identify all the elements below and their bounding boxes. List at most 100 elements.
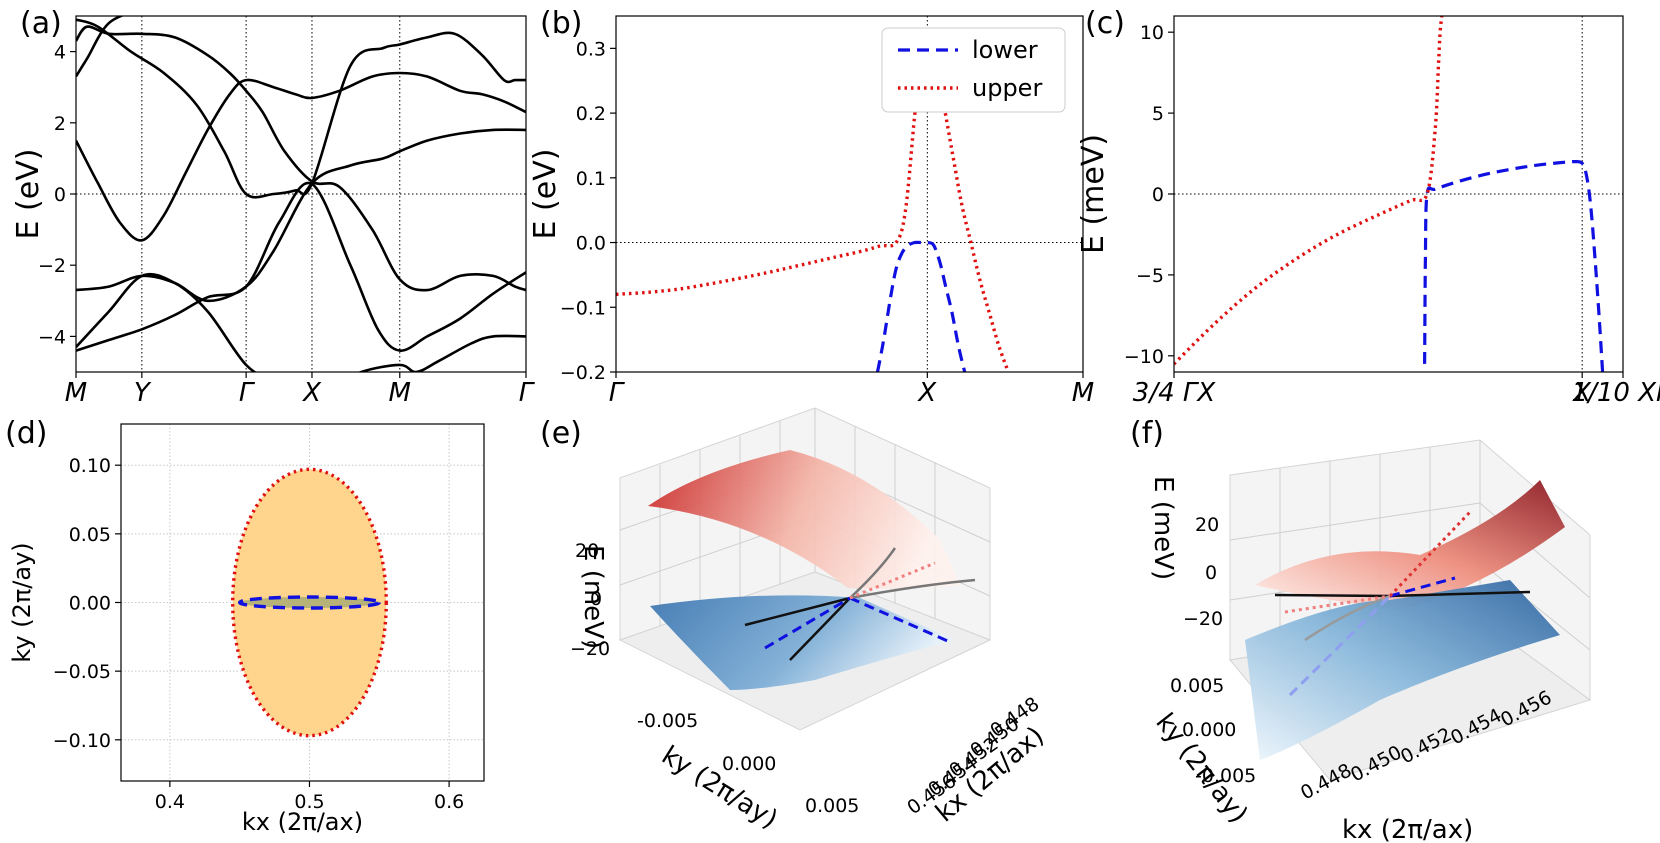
pocket-lower-pocket: [237, 595, 381, 610]
ylabel: E (meV): [1076, 134, 1111, 254]
ztick-f-1: 0: [1205, 562, 1217, 584]
ytick-label: −0.1: [560, 297, 606, 319]
legend-label-lower: lower: [972, 36, 1038, 64]
ytick-label: −0.2: [560, 362, 606, 384]
xtick-label: Γ: [239, 378, 256, 408]
xtick-label: X: [916, 378, 937, 408]
series-group: [76, 16, 526, 372]
surface-lower-f: [1245, 580, 1560, 760]
cut-line-e-7: [849, 561, 936, 600]
ytick-f-2: -0.005: [1195, 765, 1256, 787]
xtick-label: 1/10 XM: [1572, 378, 1660, 408]
cut-line-e-4: [849, 596, 951, 644]
ytick-e-2: 0.005: [805, 795, 859, 817]
cut-line-f-1: [1274, 593, 1391, 598]
series-band-7: [76, 16, 125, 78]
series-band-2: [76, 272, 526, 372]
panel-a: −4 −2 0 2 4 M Y Γ X M Γ E (eV) (a): [11, 6, 536, 408]
ytick-label: −5: [1136, 265, 1164, 287]
ytick-f-0: 0.005: [1170, 675, 1224, 697]
xlabel-f: kx (2π/ax): [1342, 815, 1473, 843]
xtick-label: X: [1571, 378, 1592, 408]
xtick-label: X: [301, 378, 322, 408]
cut-line-e-5: [849, 547, 897, 599]
ztick-f-0: 20: [1195, 514, 1219, 536]
panel-label: (d): [5, 416, 47, 451]
ylabel: E (eV): [528, 149, 563, 240]
panel-label: (c): [1085, 6, 1125, 41]
cut-line-e-3: [764, 596, 851, 650]
legend-label-upper: upper: [972, 74, 1042, 102]
series-upper: [616, 40, 1010, 372]
cut-line-e-1: [744, 596, 851, 627]
ytick-label: −0.10: [53, 730, 111, 752]
cut-line-f-4: [1288, 594, 1392, 697]
cut-line-f-3: [1304, 594, 1391, 642]
ytick-label: −0.05: [53, 661, 111, 683]
axes-frame: [615, 15, 1084, 373]
series-band-4: [76, 71, 526, 242]
ytick-label: 0.2: [576, 103, 606, 125]
ztick-f-2: −20: [1183, 608, 1223, 630]
ytick-label: 10: [1140, 22, 1164, 44]
ytick-label: −2: [38, 255, 66, 277]
xtick-label: M: [65, 378, 87, 408]
panel-d: −0.10 −0.05 0.00 0.05 0.10 0.4 0.5 0.6 kx (2π/ax…: [5, 416, 485, 836]
series-group: [1174, 16, 1605, 372]
ytick-label: 0.00: [69, 593, 111, 615]
ytick-f-1: 0.000: [1182, 719, 1236, 741]
series-lower: [1423, 159, 1605, 372]
ytick-label: 0: [1152, 184, 1164, 206]
panel-label: (a): [20, 6, 62, 41]
ytick-label: −4: [38, 326, 66, 348]
series-lower: [875, 240, 967, 372]
series-band-5: [76, 25, 526, 292]
series-band-6: [76, 18, 526, 199]
surface-upper-f: [1255, 480, 1565, 610]
ytick-label: 0.05: [69, 524, 111, 546]
ytick-e-0: -0.005: [637, 710, 698, 732]
ztick-e-2: −20: [570, 638, 610, 660]
cut-line-e-2: [789, 597, 851, 661]
ytick-label: 5: [1152, 103, 1164, 125]
ytick-label: 2: [54, 113, 66, 135]
ytick-label: 4: [54, 42, 66, 64]
panel-e: (e) 20 0 −20 E (meV) -0.005 0.000 0.005 …: [540, 407, 1050, 835]
ylabel: ky (2π/ay): [8, 542, 36, 662]
cut-line-f-5: [1389, 576, 1456, 598]
xtick-label: 0.5: [294, 791, 324, 813]
ztick-e-1: 0: [590, 588, 602, 610]
series-group: [616, 40, 1010, 372]
ytick-label: 0: [54, 184, 66, 206]
xlabel: kx (2π/ax): [242, 808, 363, 836]
ytick-label: 0.10: [69, 455, 111, 477]
ytick-label: 0.3: [576, 38, 606, 60]
zlabel-e: E (meV): [578, 545, 608, 649]
series-upper: [1174, 16, 1444, 366]
ytick-label: −10: [1124, 346, 1164, 368]
xtick-label: Γ: [609, 378, 626, 408]
cut-line-f-6: [1388, 510, 1472, 598]
panel-c: −10 −5 0 5 10 3/4 ΓX X1/10 XM E (meV) (c): [1076, 6, 1660, 408]
surface-upper-e: [648, 450, 960, 589]
panel-label-e: (e): [540, 416, 582, 451]
panel-f: (f) 20 0 −20 E (meV) 0.005 0.000 -0.005 …: [1130, 416, 1592, 843]
ytick-label: 0.1: [576, 168, 606, 190]
cut-line-f-2: [1389, 590, 1531, 598]
panel-b: −0.2 −0.1 0.0 0.1 0.2 0.3 Γ X M E (eV) (b) lower upp…: [528, 6, 1094, 408]
panel-label-f: (f): [1130, 416, 1164, 451]
xtick-label: 3/4 ΓX: [1133, 378, 1217, 408]
xtick-label: 0.6: [434, 791, 464, 813]
surface-lower-e: [650, 595, 955, 690]
xtick-label: M: [1072, 378, 1094, 408]
ytick-label: 0.0: [576, 233, 606, 255]
panel-label: (b): [540, 6, 582, 41]
ztick-e-0: 20: [575, 540, 599, 562]
xtick-label: Y: [134, 378, 152, 408]
ytick-e-1: 0.000: [722, 753, 776, 775]
cut-line-e-6: [849, 578, 976, 600]
xtick-label: Γ: [519, 378, 536, 408]
xtick-label: 0.4: [155, 791, 185, 813]
series-band-1: [76, 181, 526, 352]
